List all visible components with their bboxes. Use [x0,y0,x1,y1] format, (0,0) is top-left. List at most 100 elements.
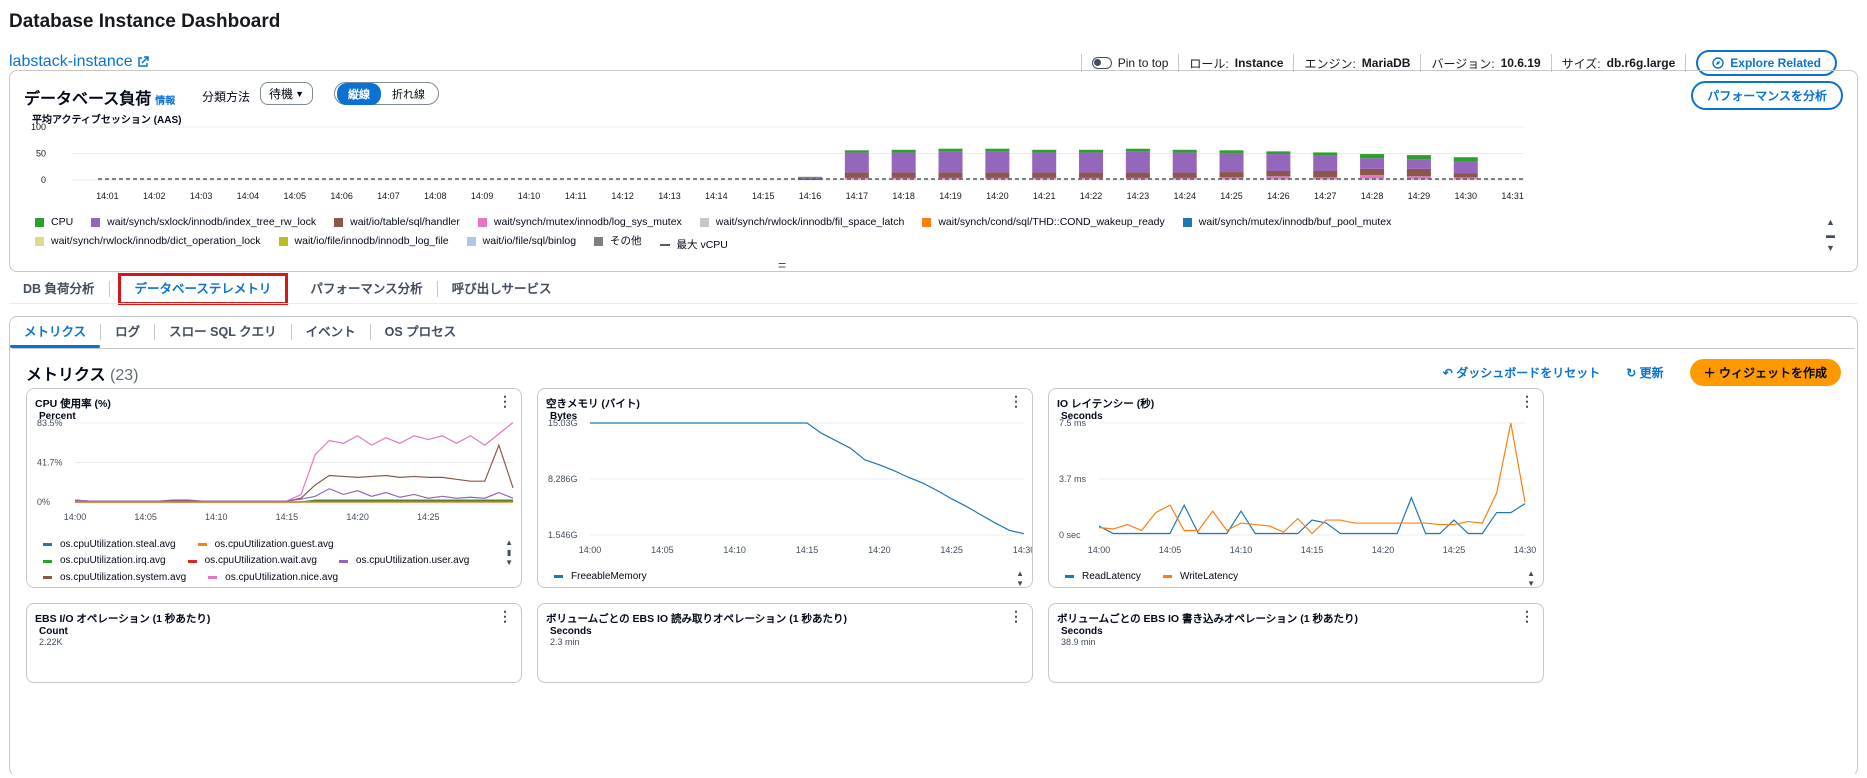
legend-swatch [43,543,52,546]
bar-segment [938,178,963,180]
legend-swatch [35,237,44,246]
bar-segment [1125,172,1150,178]
create-widget-button[interactable]: ＋ ウィジェットを作成 [1689,359,1841,386]
group-by-select[interactable]: 待機 ▼ [260,82,313,105]
legend-scroll[interactable]: ▲ ▬ ▼ [1826,217,1835,253]
bar-segment [1360,168,1385,176]
tab-performance-analysis[interactable]: パフォーマンス分析 [296,281,438,297]
legend-item[interactable]: os.cpuUtilization.nice.avg [208,570,338,586]
bar-segment [798,177,822,179]
load-y-axis-title: 平均アクティブセッション (AAS) [32,115,182,126]
bar-segment [1453,173,1478,178]
widget-free-memory: 空きメモリ (バイト) ⋮ Bytes 15.03G 8.286G 1.546G 14… [537,388,1033,588]
bar-segment [1453,157,1478,162]
bar-option[interactable]: 縦線 [337,82,381,105]
tab-events[interactable]: イベント [292,324,371,340]
analyze-performance-button[interactable]: パフォーマンスを分析 [1691,81,1843,110]
line-option[interactable]: 折れ線 [392,88,425,101]
db-load-chart: 100 50 0 14:01 14:02 14:03 14:04 14:05 14:06 14:0… [31,122,1524,201]
x-tick-label: 14:10 [518,191,541,201]
resize-handle[interactable]: = [778,257,787,273]
legend-label: wait/synch/rwlock/innodb/fil_space_latch [715,216,905,228]
legend-swatch [922,218,932,227]
legend-scroll[interactable]: ▲ ▮ ▼ [505,538,513,567]
legend-item[interactable]: os.cpuUtilization.system.avg [43,570,186,586]
legend-item[interactable]: os.cpuUtilization.user.avg [338,553,469,569]
legend-item[interactable]: CPU [35,214,73,231]
bar-segment [985,172,1010,178]
memory-legend: FreeableMemory [554,568,669,585]
x-tick-label: 14:21 [1033,191,1056,201]
legend-item[interactable]: wait/synch/sxlock/innodb/index_tree_rw_l… [91,214,316,231]
y-tick-label: 0 [41,175,46,185]
bar-segment [1453,177,1478,179]
legend-scroll[interactable]: ▲ ▼ [1527,569,1535,588]
reset-dashboard-link[interactable]: ↶ ダッシュボードをリセット [1443,364,1600,381]
bar-segment [1172,152,1197,173]
more-options-icon[interactable]: ⋮ [1520,608,1534,624]
series-line [74,443,514,502]
legend-item[interactable]: 最大 vCPU [659,237,728,254]
legend-swatch [699,218,709,227]
legend-item[interactable]: wait/io/table/sql/handler [334,214,460,231]
more-options-icon[interactable]: ⋮ [1520,393,1534,409]
more-options-icon[interactable]: ⋮ [1009,608,1023,624]
x-tick-label: 14:15 [276,512,299,522]
widget-cpu-title: CPU 使用率 (%) [35,398,111,410]
pin-toggle[interactable] [1091,57,1112,69]
legend-item[interactable]: wait/io/file/sql/binlog [466,233,577,250]
legend-item[interactable]: WriteLatency [1162,569,1239,585]
bar-segment [1172,149,1197,153]
group-by-label: 分類方法 [202,90,251,104]
legend-item[interactable]: wait/io/file/innodb/innodb_log_file [278,233,449,250]
tab-metrics[interactable]: メトリクス [10,324,102,348]
legend-scroll[interactable]: ▲ ▼ [1016,569,1024,588]
legend-label: WriteLatency [1179,570,1239,582]
info-link[interactable]: 情報 [155,96,176,107]
bar-segment [1313,170,1338,178]
legend-item[interactable]: FreeableMemory [554,569,647,585]
legend-item[interactable]: その他 [594,233,642,250]
legend-item[interactable]: os.cpuUtilization.steal.avg [43,537,176,553]
x-tick-label: 14:05 [651,545,674,555]
legend-label: wait/io/file/sql/binlog [482,235,577,247]
y-tick-label: 100 [31,122,46,132]
tab-slow-sql[interactable]: スロー SQL クエリ [155,324,292,340]
more-options-icon[interactable]: ⋮ [498,608,512,624]
x-tick-label: 14:02 [143,191,166,201]
metrics-title: メトリクス [26,367,106,384]
tab-calling-services[interactable]: 呼び出しサービス [451,282,552,296]
cpu-chart: 83.5% 41.7% 0% 14:00 14:05 14:10 14:15 14:20 14:… [37,418,514,522]
legend-item[interactable]: wait/synch/rwlock/innodb/dict_operation_… [35,233,261,250]
series-line [75,422,514,502]
x-tick-label: 14:10 [1230,545,1253,555]
legend-item[interactable]: wait/synch/mutex/innodb/log_sys_mutex [477,214,682,231]
x-tick-label: 14:05 [1159,545,1182,555]
refresh-link[interactable]: ↻ 更新 [1626,364,1663,381]
explore-related-button[interactable]: Explore Related [1696,50,1837,76]
legend-item[interactable]: os.cpuUtilization.wait.avg [187,553,317,569]
x-tick-label: 14:28 [1361,191,1384,201]
more-options-icon[interactable]: ⋮ [498,393,512,409]
x-tick-label: 14:30 [1514,545,1537,555]
y-tick-label: 50 [36,149,46,159]
legend-item[interactable]: wait/synch/mutex/innodb/buf_pool_mutex [1182,214,1391,231]
bar-segment [1313,177,1338,179]
legend-item[interactable]: wait/synch/cond/sql/THD::COND_wakeup_rea… [922,214,1165,231]
x-tick-label: 14:00 [64,512,87,522]
legend-item[interactable]: os.cpuUtilization.irq.avg [43,553,166,569]
more-options-icon[interactable]: ⋮ [1009,393,1023,409]
legend-item[interactable]: os.cpuUtilization.guest.avg [197,537,334,553]
legend-item[interactable]: wait/synch/rwlock/innodb/fil_space_latch [699,214,905,231]
tab-os-processes[interactable]: OS プロセス [384,325,457,339]
legend-item[interactable]: ReadLatency [1065,569,1141,585]
widget-ebs-read-title: ボリュームごとの EBS IO 読み取りオペレーション (1 秒あたり) [546,613,847,625]
external-link-icon [137,56,149,67]
instance-link[interactable]: labstack-instance [9,53,149,71]
tab-logs[interactable]: ログ [101,324,156,340]
caret-up-icon: ▲ [1826,217,1835,227]
tab-database-telemetry[interactable]: データベーステレメトリ [117,273,289,305]
tab-db-load-analysis[interactable]: DB 負荷分析 [9,281,110,297]
legend-label: wait/synch/cond/sql/THD::COND_wakeup_rea… [938,216,1165,228]
bar-segment [1219,150,1244,153]
